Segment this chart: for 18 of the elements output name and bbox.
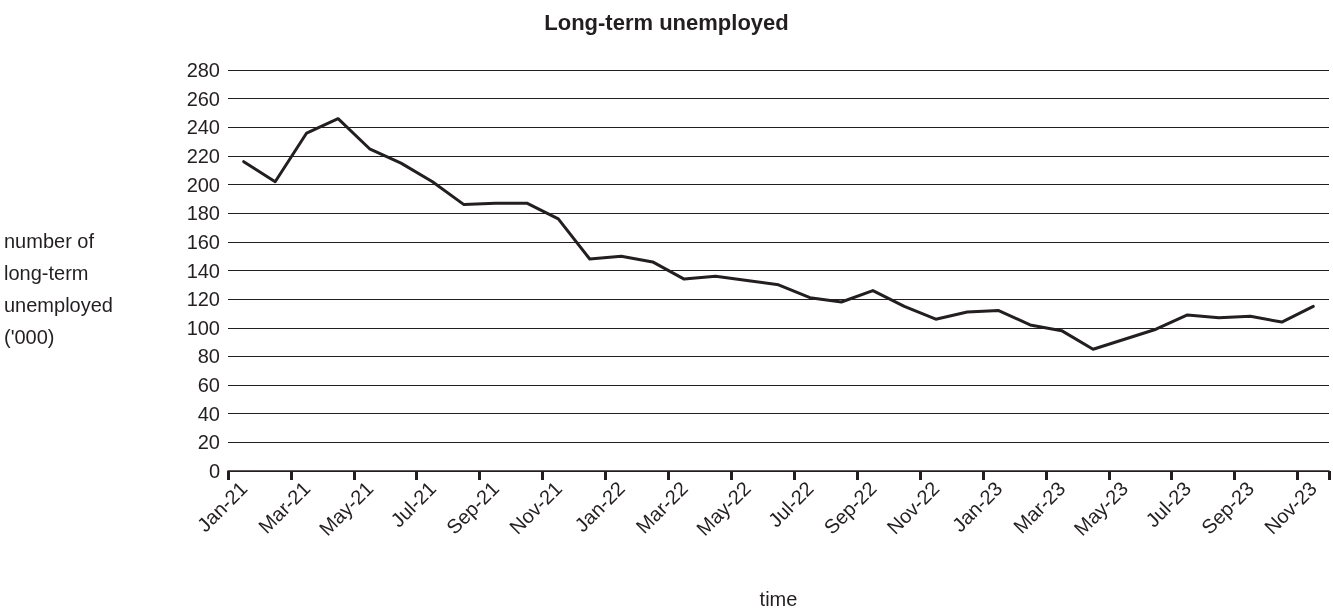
y-tick-label: 20	[197, 431, 220, 454]
y-tick-label: 140	[186, 259, 220, 282]
x-axis-title: time	[759, 588, 798, 610]
y-tick-label: 180	[186, 202, 220, 225]
y-tick-label: 100	[186, 316, 220, 339]
y-tick-label: 120	[186, 288, 220, 311]
y-axis-title: number of long-term unemployed ('000)	[4, 230, 119, 348]
y-tick-label: 0	[208, 460, 220, 482]
y-tick-label: 60	[197, 374, 220, 397]
y-tick-label: 160	[186, 230, 220, 253]
y-tick-label: 200	[186, 173, 220, 196]
y-tick-label: 220	[186, 144, 220, 167]
chart-title: Long-term unemployed	[544, 9, 789, 35]
y-tick-label: 280	[186, 59, 220, 81]
y-tick-label: 260	[186, 87, 220, 110]
y-tick-label: 40	[197, 402, 220, 425]
y-tick-label: 80	[197, 345, 220, 368]
y-tick-label: 240	[186, 116, 220, 139]
